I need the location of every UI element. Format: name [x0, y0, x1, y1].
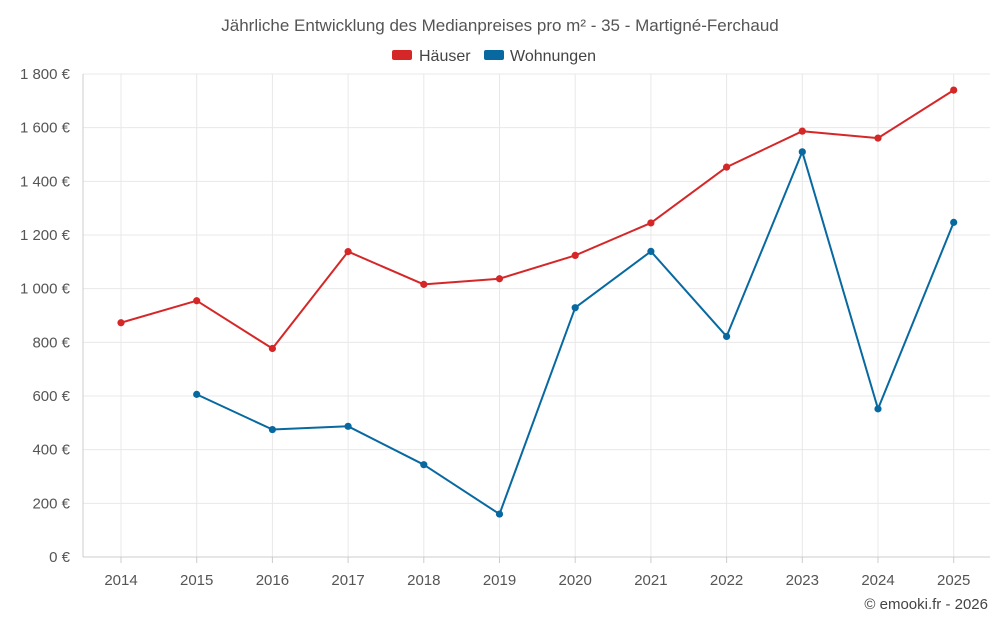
data-point	[571, 304, 579, 312]
y-tick-label: 1 400 €	[20, 173, 71, 190]
data-point	[950, 86, 958, 94]
x-tick-label: 2014	[104, 572, 137, 589]
y-tick-label: 1 200 €	[20, 227, 71, 244]
data-point	[647, 247, 655, 255]
y-tick-label: 1 000 €	[20, 281, 71, 298]
series-h-user	[117, 86, 958, 353]
legend: Häuser Wohnungen	[392, 48, 596, 65]
x-tick-label: 2019	[483, 572, 516, 589]
data-point	[723, 332, 731, 341]
data-point	[420, 280, 428, 288]
data-point	[950, 218, 958, 226]
series-layer	[117, 86, 958, 518]
x-tick-label: 2025	[937, 572, 970, 589]
legend-item: Häuser	[392, 48, 471, 65]
y-tick-label: 200 €	[32, 495, 70, 512]
x-tick-label: 2021	[634, 572, 667, 589]
data-point	[874, 134, 882, 142]
legend-label: Wohnungen	[510, 48, 596, 65]
y-tick-label: 1 800 €	[20, 66, 71, 83]
x-tick-label: 2017	[331, 572, 364, 589]
data-point	[495, 275, 504, 283]
data-point	[874, 405, 882, 413]
data-point	[193, 297, 201, 305]
data-point	[723, 163, 731, 171]
x-tick-label: 2020	[559, 572, 592, 589]
legend-label: Häuser	[419, 48, 471, 65]
y-tick-label: 800 €	[32, 334, 70, 351]
series-wohnungen	[193, 148, 958, 518]
y-tick-label: 600 €	[32, 388, 70, 405]
data-point	[798, 148, 806, 156]
y-tick-label: 1 600 €	[20, 120, 71, 137]
y-tick-label: 400 €	[32, 442, 70, 459]
data-point	[420, 461, 428, 469]
x-tick-label: 2015	[180, 572, 213, 589]
data-point	[647, 219, 655, 227]
axes: 0 € 200 € 400 € 600 € 800 € 1 000 € 1 200 € 1 4…	[20, 66, 990, 589]
x-tick-label: 2016	[256, 572, 289, 589]
data-point	[344, 248, 352, 256]
data-point	[571, 251, 579, 259]
chart-title: Jährliche Entwicklung des Medianpreises …	[221, 16, 778, 35]
y-tick-label: 0 €	[49, 549, 71, 566]
legend-item: Wohnungen	[484, 48, 596, 65]
data-point	[495, 510, 504, 518]
credit-text: © emooki.fr - 2026	[864, 596, 988, 613]
legend-swatch	[392, 50, 412, 60]
x-tick-label: 2024	[861, 572, 894, 589]
data-point	[268, 425, 276, 434]
data-point	[344, 422, 352, 430]
x-tick-label: 2022	[710, 572, 743, 589]
data-point	[268, 344, 276, 353]
x-tick-label: 2023	[786, 572, 819, 589]
data-point	[193, 390, 201, 398]
series-line	[120, 89, 955, 350]
legend-swatch	[484, 50, 504, 60]
data-point	[798, 127, 806, 135]
data-point	[117, 319, 125, 327]
grid	[83, 73, 990, 557]
x-tick-label: 2018	[407, 572, 440, 589]
